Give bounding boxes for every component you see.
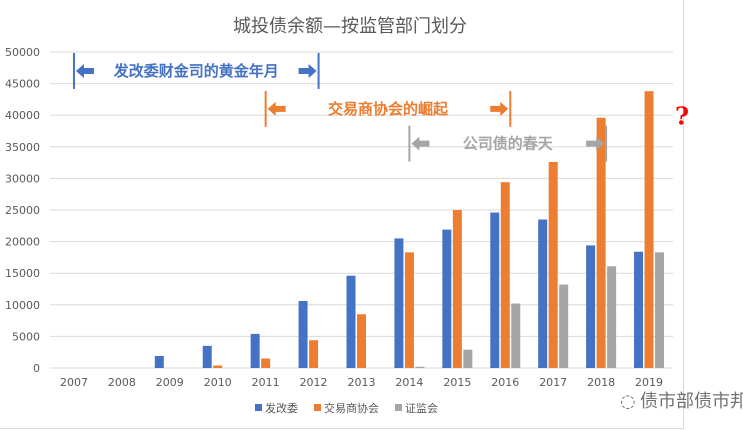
bar-证监会: [607, 266, 617, 368]
legend-label: 证监会: [405, 402, 438, 415]
bar-交易商协会: [644, 91, 654, 369]
bar-交易商协会: [309, 340, 319, 368]
bar-证监会: [559, 284, 569, 368]
annotation-label: 交易商协会的崛起: [328, 100, 449, 118]
watermark-logo: ◌: [620, 391, 636, 412]
left-arrow-icon: [267, 101, 286, 116]
x-tick-label: 2008: [108, 376, 136, 389]
x-tick-label: 2007: [60, 376, 88, 389]
bar-发改委: [634, 251, 644, 368]
x-tick-label: 2019: [635, 376, 663, 389]
bar-发改委: [154, 355, 164, 368]
annotation-label: 公司债的春天: [463, 135, 554, 153]
bar-发改委: [586, 245, 596, 368]
question-mark-annotation: ?: [675, 102, 689, 131]
legend-swatch: [395, 404, 402, 411]
bar-发改委: [298, 301, 308, 368]
bar-证监会: [415, 366, 425, 368]
x-tick-label: 2009: [156, 376, 184, 389]
x-tick-label: 2016: [491, 376, 519, 389]
legend-swatch: [255, 404, 262, 411]
bar-证监会: [511, 303, 521, 368]
x-tick-label: 2015: [443, 376, 471, 389]
bar-交易商协会: [404, 252, 414, 368]
bar-发改委: [250, 333, 260, 368]
annotation-label: 发改委财金司的黄金年月: [113, 62, 279, 80]
x-tick-label: 2014: [395, 376, 423, 389]
watermark-text: 债市部债市邦: [640, 391, 743, 412]
x-tick-label: 2018: [587, 376, 615, 389]
right-arrow-icon: [298, 63, 317, 78]
y-tick-label: 25000: [5, 204, 40, 217]
x-tick-label: 2010: [204, 376, 232, 389]
bar-交易商协会: [452, 210, 462, 368]
legend-swatch: [314, 404, 321, 411]
bar-证监会: [463, 349, 473, 368]
left-arrow-icon: [411, 136, 430, 151]
bar-交易商协会: [261, 358, 271, 368]
y-tick-label: 40000: [5, 109, 40, 122]
y-tick-label: 10000: [5, 299, 40, 312]
left-arrow-icon: [75, 63, 94, 78]
bar-发改委: [394, 238, 404, 368]
bar-发改委: [442, 229, 452, 368]
x-tick-label: 2013: [348, 376, 376, 389]
right-arrow-icon: [586, 136, 605, 151]
bar-证监会: [655, 252, 665, 368]
y-tick-label: 50000: [5, 46, 40, 59]
bar-交易商协会: [357, 314, 366, 368]
chart-title: 城投债余额—按监管部门划分: [233, 16, 467, 37]
chart-area: [0, 0, 684, 429]
bar-交易商协会: [213, 365, 223, 368]
y-tick-label: 15000: [5, 267, 40, 280]
x-tick-label: 2012: [300, 376, 328, 389]
right-arrow-icon: [490, 101, 509, 116]
bar-交易商协会: [500, 182, 510, 368]
y-tick-label: 35000: [5, 141, 40, 154]
bar-发改委: [346, 275, 356, 368]
bar-交易商协会: [548, 161, 558, 368]
bar-发改委: [538, 219, 548, 368]
y-tick-label: 5000: [12, 330, 40, 343]
bar-发改委: [202, 345, 212, 368]
bar-发改委: [490, 212, 500, 368]
y-tick-label: 20000: [5, 236, 40, 249]
bar-交易商协会: [596, 117, 606, 368]
x-tick-label: 2017: [539, 376, 567, 389]
legend-label: 交易商协会: [324, 401, 379, 415]
y-tick-label: 45000: [5, 78, 40, 91]
legend-label: 发改委: [265, 401, 298, 415]
y-tick-label: 30000: [5, 172, 40, 185]
y-tick-label: 0: [33, 362, 40, 375]
x-tick-label: 2011: [252, 376, 280, 389]
